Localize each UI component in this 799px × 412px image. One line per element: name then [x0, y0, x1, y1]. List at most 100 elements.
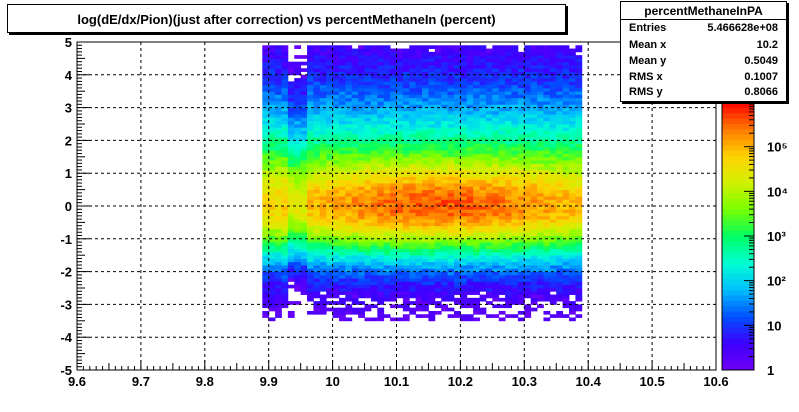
heatmap-cell	[281, 258, 289, 263]
heatmap-cell	[326, 179, 333, 184]
heatmap-cell	[287, 219, 295, 223]
heatmap-cell	[409, 307, 417, 312]
heatmap-cell	[511, 212, 519, 217]
heatmap-cell	[262, 310, 270, 315]
heatmap-cell	[454, 202, 461, 207]
heatmap-cell	[485, 137, 493, 141]
heatmap-cell	[396, 160, 404, 164]
heatmap-cell	[396, 265, 404, 269]
heatmap-cell	[485, 166, 493, 171]
heatmap-cell	[326, 199, 333, 204]
heatmap-cell	[390, 173, 397, 177]
heatmap-cell	[422, 255, 429, 259]
heatmap-cell	[485, 183, 493, 187]
heatmap-cell	[524, 314, 532, 318]
heatmap-cell	[262, 189, 270, 194]
heatmap-cell	[358, 127, 365, 131]
heatmap-cell	[326, 91, 333, 95]
heatmap-cell	[543, 228, 551, 233]
heatmap-cell	[505, 294, 512, 299]
heatmap-cell	[460, 169, 468, 174]
heatmap-cell	[345, 228, 353, 233]
heatmap-cell	[569, 176, 576, 181]
heatmap-cell	[262, 143, 270, 148]
heatmap-cell	[479, 202, 487, 207]
heatmap-cell	[454, 94, 461, 99]
heatmap-cell	[364, 238, 372, 243]
heatmap-cell	[358, 183, 365, 187]
heatmap-cell	[562, 255, 570, 259]
heatmap-cell	[268, 124, 276, 128]
heatmap-cell	[466, 288, 474, 292]
heatmap-cell	[537, 137, 544, 141]
heatmap-cell	[530, 274, 538, 279]
heatmap-cell	[517, 58, 525, 63]
heatmap-cell	[537, 64, 544, 69]
heatmap-cell	[313, 183, 321, 187]
title-box: log(dE/dx/Pion)(just after correction) v…	[7, 4, 566, 33]
heatmap-cell	[313, 307, 321, 312]
heatmap-cell	[537, 114, 544, 118]
heatmap-cell	[537, 212, 544, 217]
heatmap-cell	[460, 137, 468, 141]
heatmap-cell	[549, 255, 557, 259]
heatmap-cell	[275, 169, 282, 174]
heatmap-cell	[275, 133, 282, 138]
heatmap-cell	[307, 130, 314, 135]
heatmap-cell	[358, 120, 365, 125]
heatmap-cell	[575, 169, 583, 174]
heatmap-cell	[473, 58, 480, 63]
heatmap-cell	[422, 173, 429, 177]
heatmap-cell	[307, 206, 314, 210]
heatmap-cell	[409, 64, 417, 69]
heatmap-cell	[281, 133, 289, 138]
heatmap-cell	[537, 248, 544, 253]
heatmap-cell	[319, 183, 327, 187]
heatmap-cell	[268, 192, 276, 197]
heatmap-cell	[364, 199, 372, 204]
heatmap-cell	[313, 78, 321, 82]
heatmap-cell	[505, 163, 512, 168]
heatmap-cell	[562, 215, 570, 220]
heatmap-cell	[556, 137, 564, 141]
heatmap-cell	[479, 255, 487, 259]
heatmap-cell	[287, 150, 295, 154]
heatmap-cell	[275, 294, 282, 299]
heatmap-cell	[511, 242, 519, 246]
heatmap-cell	[422, 160, 429, 164]
heatmap-cell	[575, 265, 583, 269]
heatmap-cell	[396, 186, 404, 190]
heatmap-cell	[505, 268, 512, 272]
heatmap-cell	[396, 317, 404, 322]
heatmap-cell	[345, 186, 353, 190]
heatmap-cell	[479, 186, 487, 190]
heatmap-cell	[473, 228, 480, 233]
heatmap-cell	[543, 117, 551, 122]
heatmap-cell	[505, 61, 512, 66]
heatmap-cell	[569, 78, 576, 82]
heatmap-cell	[415, 251, 423, 256]
heatmap-cell	[409, 199, 417, 204]
heatmap-cell	[281, 45, 289, 49]
heatmap-cell	[326, 261, 333, 266]
heatmap-cell	[569, 301, 576, 305]
heatmap-cell	[377, 212, 385, 217]
heatmap-cell	[262, 297, 270, 302]
heatmap-cell	[441, 166, 449, 171]
heatmap-cell	[537, 186, 544, 190]
palette-tick-label: 1	[767, 363, 774, 378]
heatmap-cell	[294, 78, 302, 82]
heatmap-cell	[537, 91, 544, 95]
heatmap-cell	[434, 209, 442, 213]
heatmap-cell	[492, 202, 500, 207]
heatmap-cell	[524, 120, 532, 125]
heatmap-cell	[562, 238, 570, 243]
heatmap-cell	[492, 297, 500, 302]
heatmap-cell	[364, 206, 372, 210]
heatmap-cell	[537, 232, 544, 236]
palette-band	[722, 268, 754, 275]
heatmap-cell	[281, 291, 289, 295]
heatmap-cell	[556, 310, 564, 315]
heatmap-cell	[517, 212, 525, 217]
heatmap-cell	[300, 94, 308, 99]
